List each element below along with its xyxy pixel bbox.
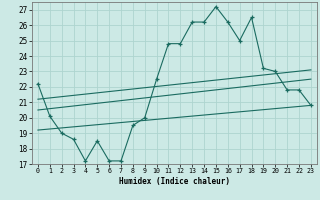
X-axis label: Humidex (Indice chaleur): Humidex (Indice chaleur) <box>119 177 230 186</box>
